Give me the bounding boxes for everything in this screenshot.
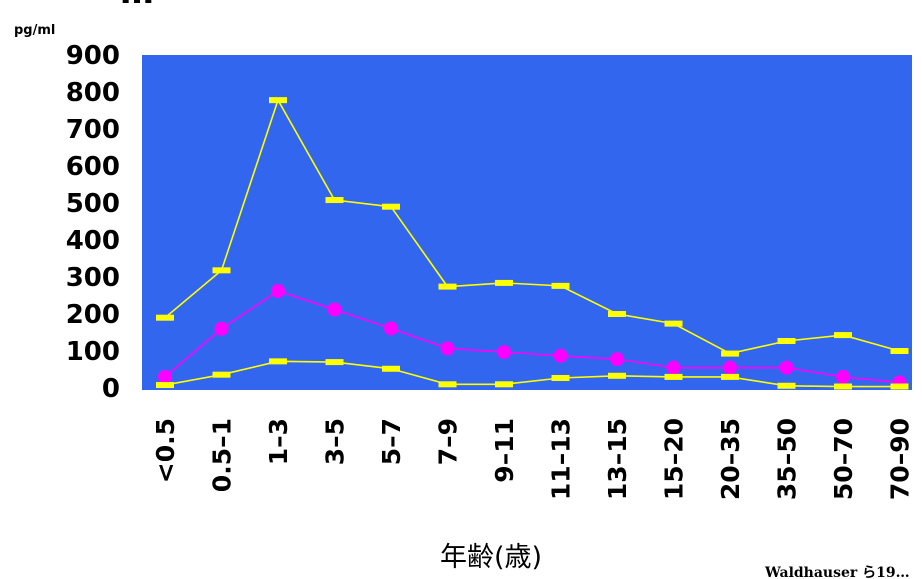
data-point [382,365,400,372]
y-tick-label: 500 [66,189,120,219]
data-point [158,369,172,384]
data-point [608,311,626,317]
data-point [384,321,398,336]
x-tick-label: 70–90 [886,418,915,500]
data-point [890,383,909,390]
x-tick-label: <0.5 [151,418,180,483]
data-point [325,197,344,204]
y-axis-ticks: 900 800 700 600 500 400 300 200 100 0 [66,41,120,404]
data-point [156,314,174,321]
data-point [438,283,457,290]
data-point [269,97,287,104]
data-point [212,267,231,274]
x-axis-label: 年齢(歳) [440,542,542,573]
data-point [664,320,683,327]
data-point [271,284,285,299]
data-point [779,360,794,375]
y-tick-label: 800 [66,78,120,108]
x-tick-label: 0.5–1 [208,418,237,492]
plot-area [142,55,912,390]
y-tick-label: 900 [66,41,120,71]
series-line [164,360,900,388]
data-point [551,375,570,382]
data-point [836,369,850,384]
data-point [325,359,344,366]
data-point [156,382,174,389]
series-layer [156,97,909,390]
x-axis-ticks: <0.5 0.5–1 1–3 3–5 5–7 7–9 9–11 11–13 13–15 15–20… [151,418,915,500]
data-point [666,360,681,375]
x-tick-label: 15–20 [660,418,689,500]
y-tick-label: 400 [66,226,120,256]
x-tick-label: 13–15 [603,418,632,500]
x-tick-label: 1–3 [264,418,293,465]
data-point [214,321,229,336]
unit-label: pg/ml [14,23,55,38]
series-line [164,290,900,384]
data-point [721,350,739,357]
data-point [721,373,739,380]
y-tick-label: 0 [102,374,120,404]
data-point [495,279,513,286]
data-point [777,338,796,345]
data-point [834,332,852,339]
y-tick-label: 100 [66,337,120,367]
data-point [608,372,626,379]
x-tick-label: 11–13 [547,418,576,500]
data-point [777,382,796,389]
series-line [164,98,900,355]
y-tick-label: 200 [66,300,120,330]
data-point [890,348,909,354]
y-tick-label: 300 [66,263,120,293]
x-tick-label: 20–35 [716,418,745,500]
x-tick-label: 5–7 [377,418,406,465]
data-point [327,302,342,317]
y-tick-label: 600 [66,152,120,182]
x-tick-label: 7–9 [434,418,463,465]
data-point [269,358,287,365]
data-point [834,383,852,390]
source-note: Waldhauser ら19… [764,565,910,579]
data-point [664,373,683,380]
data-point [438,381,457,388]
x-tick-label: 3–5 [321,418,350,465]
data-point [610,352,624,367]
y-tick-label: 700 [66,115,120,145]
data-point [440,341,455,356]
chart-title: … [120,0,154,12]
data-point [551,282,570,289]
data-point [495,381,513,388]
x-tick-label: 50–70 [829,418,858,500]
x-tick-label: 35–50 [773,418,802,500]
data-point [723,360,737,375]
data-point [382,203,400,210]
data-point [553,348,568,363]
data-point [212,371,231,378]
x-tick-label: 9–11 [490,418,519,483]
data-point [497,345,511,360]
